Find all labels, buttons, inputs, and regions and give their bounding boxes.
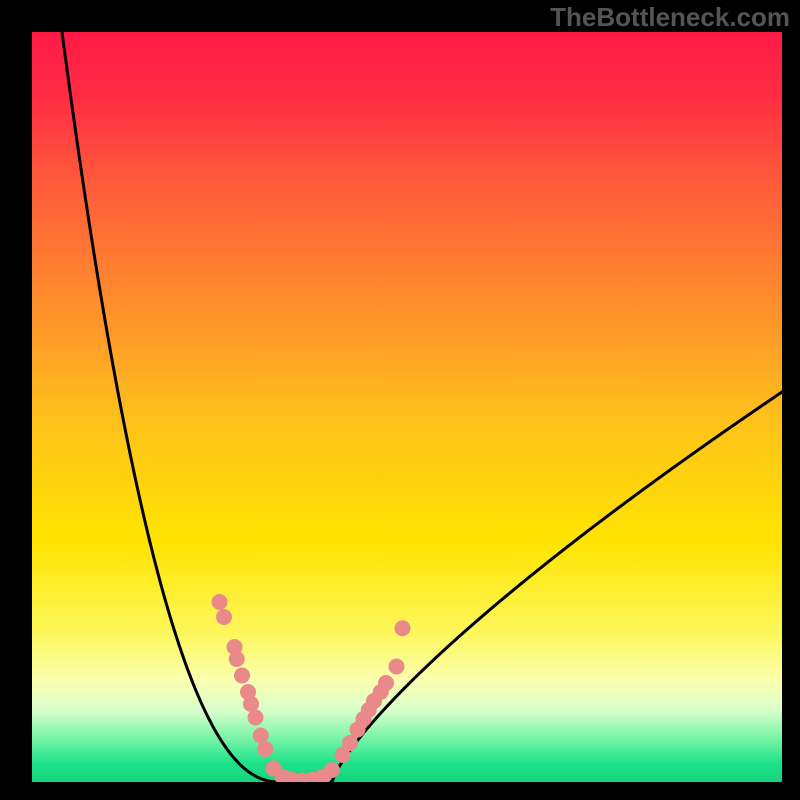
data-marker <box>389 659 405 675</box>
data-marker <box>248 710 264 726</box>
data-marker <box>229 651 245 667</box>
watermark-text: TheBottleneck.com <box>550 2 790 33</box>
outer-frame: TheBottleneck.com <box>0 0 800 800</box>
data-marker <box>234 668 250 684</box>
markers-right-cluster <box>335 659 405 764</box>
data-marker <box>216 609 232 625</box>
data-marker <box>342 735 358 751</box>
markers-outlier <box>395 620 411 636</box>
markers-left-cluster <box>212 594 274 757</box>
data-marker <box>395 620 411 636</box>
data-marker <box>324 762 340 778</box>
data-marker <box>378 675 394 691</box>
data-marker <box>257 741 273 757</box>
plot-area <box>32 32 782 782</box>
data-marker <box>212 594 228 610</box>
bottleneck-curve <box>62 32 782 782</box>
markers-valley-cluster <box>266 761 341 783</box>
curve-layer <box>32 32 782 782</box>
